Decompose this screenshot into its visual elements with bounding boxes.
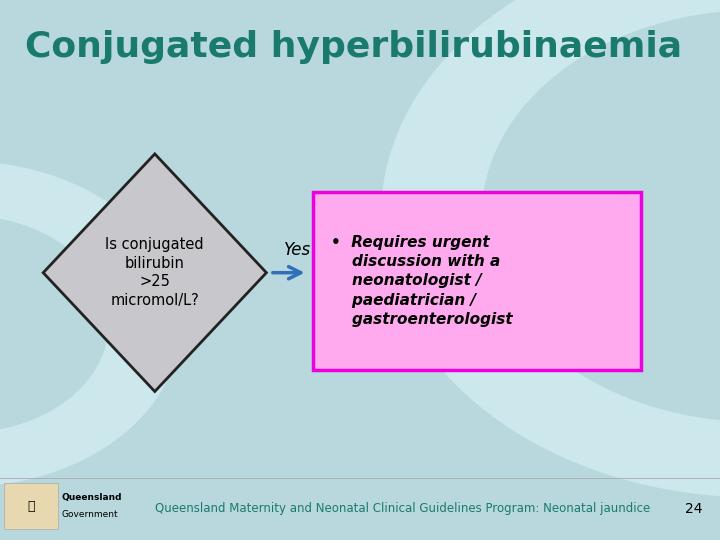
Circle shape bbox=[482, 11, 720, 421]
FancyBboxPatch shape bbox=[313, 192, 641, 370]
FancyBboxPatch shape bbox=[4, 483, 58, 529]
Polygon shape bbox=[43, 154, 266, 392]
Circle shape bbox=[382, 0, 720, 497]
Text: Government: Government bbox=[61, 510, 118, 518]
Circle shape bbox=[0, 162, 180, 486]
Text: Is conjugated
bilirubin
>25
micromol/L?: Is conjugated bilirubin >25 micromol/L? bbox=[106, 237, 204, 308]
Text: Queensland Maternity and Neonatal Clinical Guidelines Program: Neonatal jaundice: Queensland Maternity and Neonatal Clinic… bbox=[155, 502, 650, 515]
Text: •  Requires urgent
    discussion with a
    neonatologist /
    paediatrician /: • Requires urgent discussion with a neon… bbox=[331, 235, 513, 327]
Text: Yes: Yes bbox=[284, 241, 312, 259]
Text: Conjugated hyperbilirubinaemia: Conjugated hyperbilirubinaemia bbox=[25, 30, 683, 64]
Text: 24: 24 bbox=[685, 502, 702, 516]
Text: 🦁: 🦁 bbox=[27, 500, 35, 513]
Circle shape bbox=[0, 216, 108, 432]
Text: Queensland: Queensland bbox=[61, 494, 122, 502]
